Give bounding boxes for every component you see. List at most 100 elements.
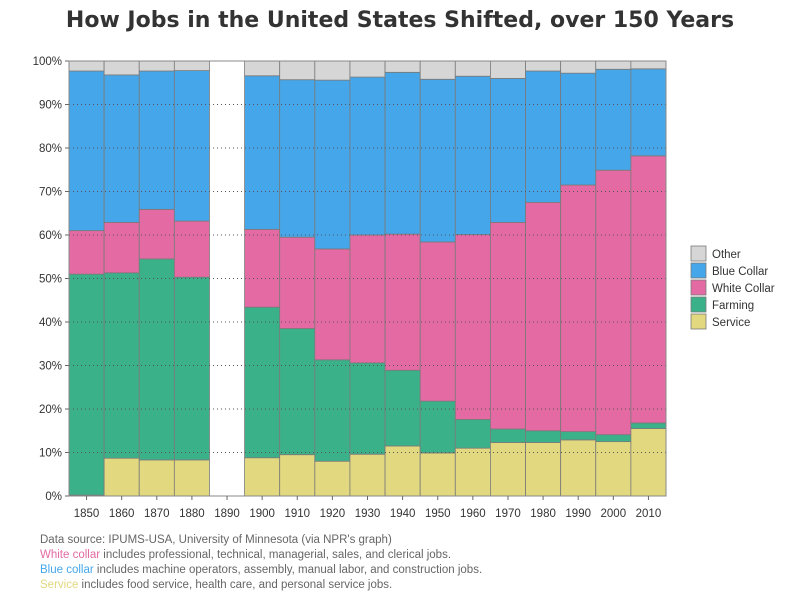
bar-blue-collar-1910 xyxy=(279,79,316,238)
x-tick-label-1860: 1860 xyxy=(109,508,135,520)
bar-other-1950 xyxy=(419,60,456,80)
y-tick-label: 100% xyxy=(33,56,62,68)
blue-collar-desc: includes machine operators, assembly, ma… xyxy=(93,564,483,576)
bar-blue-collar-1970 xyxy=(490,78,526,223)
x-tick-label-1910: 1910 xyxy=(284,508,310,520)
x-tick-label-1850: 1850 xyxy=(74,508,100,520)
white-collar-note: White collar includes professional, tech… xyxy=(40,548,482,563)
bar-farming-1960 xyxy=(454,419,491,449)
y-tick-label: 60% xyxy=(39,230,62,242)
footnotes: Data source: IPUMS-USA, University of Mi… xyxy=(40,533,482,593)
x-tick-label-1960: 1960 xyxy=(460,508,486,520)
bar-farming-1970 xyxy=(490,428,526,443)
bar-other-1920 xyxy=(314,60,351,81)
bar-other-1930 xyxy=(349,60,386,78)
legend-swatch-blue-collar xyxy=(690,262,707,279)
bar-farming-1930 xyxy=(349,362,386,455)
bar-other-1900 xyxy=(244,60,281,77)
x-tick-label-1900: 1900 xyxy=(249,508,275,520)
bar-other-1910 xyxy=(279,60,316,81)
bar-other-2000 xyxy=(595,60,632,70)
legend-swatch-farming xyxy=(690,296,707,313)
bar-farming-2010 xyxy=(630,422,667,429)
bar-other-2010 xyxy=(630,60,667,70)
bar-service-1930 xyxy=(349,453,386,497)
bar-service-1950 xyxy=(419,452,456,497)
bar-service-2000 xyxy=(595,441,632,497)
bar-white-collar-2010 xyxy=(630,155,667,424)
bar-other-1970 xyxy=(490,60,526,79)
bar-blue-collar-1850 xyxy=(68,70,105,232)
bar-white-collar-1900 xyxy=(244,228,281,308)
bar-blue-collar-1880 xyxy=(173,70,210,222)
bar-farming-1910 xyxy=(279,328,316,456)
bar-farming-1980 xyxy=(525,430,562,443)
legend-label-other: Other xyxy=(712,249,741,261)
bar-blue-collar-1940 xyxy=(384,71,421,235)
bar-service-1940 xyxy=(384,445,421,497)
x-tick-label-1880: 1880 xyxy=(179,508,205,520)
y-tick-label: 90% xyxy=(39,100,62,112)
y-tick-label: 50% xyxy=(39,274,62,286)
bar-white-collar-1860 xyxy=(103,221,140,274)
bar-white-collar-1970 xyxy=(490,221,526,430)
bar-other-1880 xyxy=(173,60,210,71)
legend-swatch-service xyxy=(690,313,707,330)
bar-service-1980 xyxy=(525,442,562,497)
bar-white-collar-1940 xyxy=(384,233,421,371)
bar-other-1870 xyxy=(138,60,175,72)
bar-white-collar-1960 xyxy=(454,234,491,420)
bar-service-1920 xyxy=(314,460,351,497)
legend-box xyxy=(691,246,785,332)
plot-area: 0% 10% 20% 30% 40% 50% 60% 70% 80% 90% 100% 1850 186… xyxy=(33,56,667,520)
x-tick-label-2010: 2010 xyxy=(636,508,662,520)
bar-blue-collar-1900 xyxy=(244,75,281,230)
blue-collar-note: Blue collar includes machine operators, … xyxy=(40,563,482,578)
chart-title: How Jobs in the United States Shifted, o… xyxy=(65,8,735,33)
bar-white-collar-1980 xyxy=(525,201,562,432)
white-collar-key: White collar xyxy=(40,549,101,561)
bar-blue-collar-1960 xyxy=(454,75,491,235)
bar-white-collar-1990 xyxy=(560,184,597,433)
legend-swatch-other xyxy=(690,245,707,262)
bar-white-collar-1910 xyxy=(279,236,316,329)
x-tick-label-1990: 1990 xyxy=(565,508,591,520)
bar-blue-collar-1930 xyxy=(349,76,386,236)
service-note: Service includes food service, health ca… xyxy=(40,578,482,593)
bar-farming-1920 xyxy=(314,359,351,462)
x-tick-label-1950: 1950 xyxy=(425,508,451,520)
legend: Other Blue Collar White Collar Farming Servi… xyxy=(690,245,785,332)
legend-label-white-collar: White Collar xyxy=(712,283,775,295)
bar-white-collar-1930 xyxy=(349,234,386,364)
y-tick-label: 40% xyxy=(39,317,62,329)
x-tick-label-1940: 1940 xyxy=(390,508,416,520)
legend-label-blue-collar: Blue Collar xyxy=(712,266,768,278)
bar-service-1900 xyxy=(244,457,281,497)
bar-blue-collar-1980 xyxy=(525,70,562,203)
bar-service-1970 xyxy=(490,442,526,497)
bar-service-1910 xyxy=(279,454,316,497)
bar-white-collar-1880 xyxy=(173,220,210,278)
x-tick-label-1930: 1930 xyxy=(355,508,381,520)
bar-white-collar-1850 xyxy=(68,230,105,275)
bar-service-1870 xyxy=(138,459,175,497)
bar-white-collar-1870 xyxy=(138,208,175,260)
bar-white-collar-1920 xyxy=(314,248,351,361)
bar-farming-1940 xyxy=(384,369,421,447)
bar-white-collar-2000 xyxy=(595,169,632,436)
bar-service-1990 xyxy=(560,439,597,497)
bar-farming-1880 xyxy=(173,276,210,461)
service-key: Service xyxy=(40,579,79,591)
bar-other-1990 xyxy=(560,60,597,74)
x-tick-label-1970: 1970 xyxy=(495,508,521,520)
bar-farming-1990 xyxy=(560,431,597,441)
bar-blue-collar-1870 xyxy=(138,70,175,210)
bar-farming-2000 xyxy=(595,434,632,443)
bar-other-1960 xyxy=(454,60,491,77)
y-tick-label: 80% xyxy=(39,143,62,155)
legend-label-service: Service xyxy=(712,317,750,329)
bar-blue-collar-1860 xyxy=(103,74,140,223)
bar-blue-collar-1990 xyxy=(560,72,597,186)
bar-other-1940 xyxy=(384,60,421,73)
